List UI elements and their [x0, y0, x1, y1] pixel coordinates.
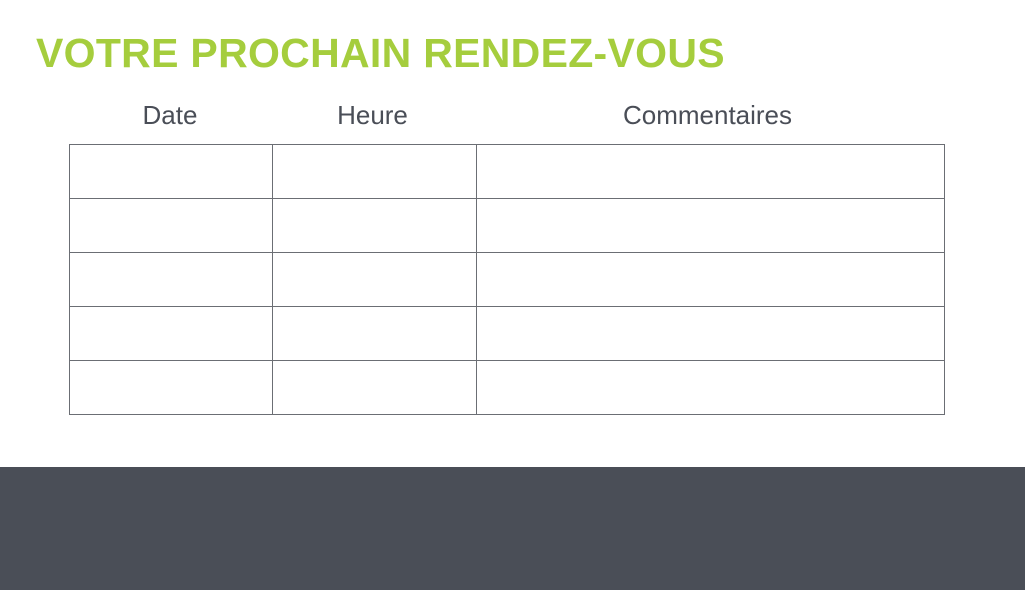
- cell-date[interactable]: [69, 306, 273, 361]
- table-row: [69, 360, 945, 415]
- table-row: [69, 144, 945, 199]
- cell-comments[interactable]: [476, 306, 945, 361]
- cell-comments[interactable]: [476, 360, 945, 415]
- cell-time[interactable]: [272, 306, 477, 361]
- cell-time[interactable]: [272, 360, 477, 415]
- appointment-table: [69, 144, 945, 415]
- cell-time[interactable]: [272, 252, 477, 307]
- cell-time[interactable]: [272, 144, 477, 199]
- cell-time[interactable]: [272, 198, 477, 253]
- table-row: [69, 252, 945, 307]
- cell-date[interactable]: [69, 252, 273, 307]
- cell-date[interactable]: [69, 144, 273, 199]
- table-row: [69, 198, 945, 253]
- cell-comments[interactable]: [476, 198, 945, 253]
- cell-comments[interactable]: [476, 144, 945, 199]
- table-row: [69, 306, 945, 361]
- column-header-comments: Commentaires: [622, 100, 793, 130]
- column-header-date: Date: [142, 100, 198, 130]
- cell-date[interactable]: [69, 360, 273, 415]
- cell-comments[interactable]: [476, 252, 945, 307]
- cell-date[interactable]: [69, 198, 273, 253]
- page-title: VOTRE PROCHAIN RENDEZ-VOUS: [36, 30, 725, 76]
- footer-bar: [0, 467, 1025, 590]
- column-header-time: Heure: [337, 100, 408, 130]
